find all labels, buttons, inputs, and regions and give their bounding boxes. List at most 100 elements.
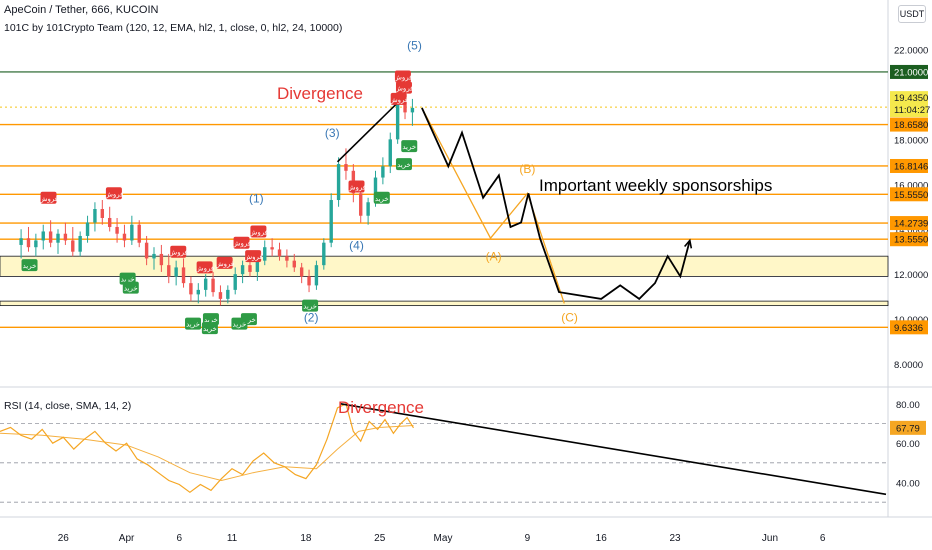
signal-label: فروش (215, 261, 234, 268)
candle-body (248, 265, 252, 272)
signal-label: خرید (204, 317, 218, 324)
rsi-divergence-label: Divergence (338, 398, 424, 417)
candle-body (233, 274, 237, 290)
time-tick-label: Jun (762, 533, 778, 544)
sell-signal: فروش (232, 236, 251, 249)
currency-button[interactable]: USDT (898, 5, 926, 23)
rsi-title[interactable]: RSI (14, close, SMA, 14, 2) (4, 400, 132, 412)
candle-body (388, 139, 392, 167)
candle-body (359, 193, 363, 216)
sell-signal: فروش (347, 180, 366, 193)
candle-body (292, 260, 296, 268)
signal-box (21, 259, 38, 272)
buy-signal: خرید (401, 140, 418, 153)
buy-signal: خرید (373, 191, 390, 204)
sell-signal: فروش (104, 187, 123, 200)
signal-label: خرید (186, 322, 200, 329)
signal-box (201, 322, 218, 335)
candle-body (71, 240, 75, 252)
signal-box (373, 191, 390, 204)
price-tick-label: 18.0000 (894, 135, 928, 146)
candle-body (93, 209, 97, 223)
support-zone (0, 300, 889, 307)
rsi-tick-label: 40.00 (896, 479, 920, 490)
signal-box (348, 180, 365, 193)
rsi-tick-label: 80.00 (896, 400, 920, 411)
time-tick-label: 16 (596, 533, 608, 544)
candle-body (100, 209, 105, 218)
candle-body (277, 249, 282, 257)
signal-box (233, 236, 250, 249)
price-tick-label: 22.0000 (894, 45, 928, 56)
candle-body (78, 235, 82, 252)
signal-box (40, 191, 57, 204)
candle-body (122, 233, 127, 241)
candle-body (63, 233, 68, 241)
time-tick-label: Apr (119, 533, 135, 544)
signal-label: فروش (232, 241, 251, 248)
candle-body (255, 260, 260, 272)
wave-label: (3) (325, 126, 340, 140)
signal-label: فروش (389, 97, 408, 104)
candle-body (85, 222, 90, 236)
price-tick-label: 14.0000 (894, 225, 928, 236)
candle-body (181, 267, 186, 284)
signal-box (170, 245, 187, 258)
candle-body (344, 164, 348, 171)
candle-body (211, 278, 215, 293)
candle-body (299, 267, 304, 277)
candle-body (167, 265, 171, 277)
candle-body (410, 107, 415, 113)
signal-box (105, 187, 122, 200)
price-marker-box (890, 64, 928, 79)
signal-label: خرید (233, 322, 247, 329)
sell-signal: فروش (393, 70, 412, 83)
candle-body (263, 247, 267, 261)
signal-box (302, 299, 319, 312)
candle-body (307, 276, 311, 286)
projection-arrowhead (684, 238, 693, 249)
signal-box (395, 81, 412, 94)
candle-body (152, 253, 156, 259)
buy-signal: خرید (395, 158, 412, 171)
sell-signal: فروش (215, 256, 234, 269)
candle-body (218, 292, 223, 299)
wave-label: (2) (304, 310, 319, 324)
signal-box (250, 225, 267, 238)
candle-body (107, 217, 112, 227)
rsi-ma-line (0, 425, 414, 482)
symbol-title[interactable]: ApeCoin / Tether, 666, KUCOIN (4, 4, 159, 16)
sell-signal: فروش (244, 250, 263, 263)
signal-box (231, 317, 248, 330)
buy-signal: خرید (201, 322, 218, 335)
time-tick-label: 18 (300, 533, 312, 544)
candle-body (270, 247, 274, 250)
price-marker-box (890, 232, 928, 247)
signal-box (245, 250, 262, 263)
time-tick-label: 6 (177, 533, 183, 544)
signal-label: خرید (242, 317, 256, 324)
projection-path (421, 107, 691, 301)
candle-body (130, 224, 134, 241)
sponsorship-note: Important weekly sponsorships (539, 176, 772, 195)
signal-box (401, 140, 418, 153)
candle-body (226, 289, 230, 299)
rsi-tick-label: 60.00 (896, 439, 920, 450)
signal-box (394, 70, 411, 83)
wave-label: (1) (249, 191, 264, 205)
time-tick-label: 25 (374, 533, 386, 544)
candle-body (41, 231, 45, 241)
indicator-title[interactable]: 101C by 101Crypto Team (120, 12, EMA, hl… (4, 22, 343, 34)
time-tick-label: 9 (525, 533, 531, 544)
price-marker-box (890, 320, 928, 335)
signal-box (196, 261, 213, 274)
signal-box (395, 158, 412, 171)
current-price-label: 19.4350 (894, 93, 928, 104)
signal-label: فروش (393, 74, 412, 81)
sell-signal: فروش (39, 191, 58, 204)
signal-label: خرید (375, 196, 389, 203)
time-tick-label: May (434, 533, 453, 544)
price-marker-box (890, 117, 928, 132)
signal-label: فروش (249, 229, 268, 236)
candle-body (48, 231, 53, 243)
